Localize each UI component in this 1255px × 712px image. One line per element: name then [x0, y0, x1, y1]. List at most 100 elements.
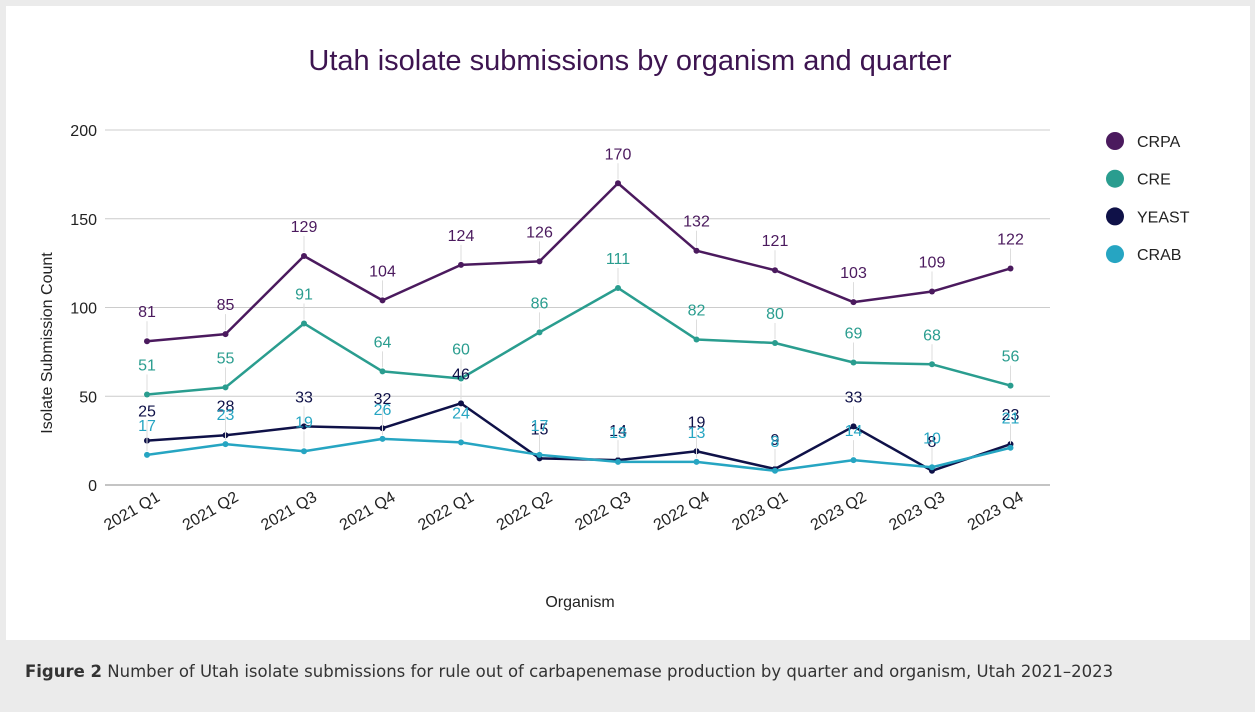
data-point — [693, 247, 700, 254]
data-point — [379, 297, 386, 304]
data-label: 104 — [369, 263, 396, 280]
legend-label: YEAST — [1137, 209, 1190, 226]
x-axis-title: Organism — [545, 594, 614, 611]
data-label: 56 — [1002, 349, 1020, 366]
data-point — [693, 336, 700, 343]
data-point — [458, 261, 464, 268]
y-tick-label: 50 — [79, 389, 97, 406]
data-point — [379, 435, 386, 442]
legend-label: CRE — [1137, 172, 1171, 189]
chart-title: Utah isolate submissions by organism and… — [308, 45, 951, 77]
data-label: 60 — [452, 342, 470, 359]
legend-swatch — [1106, 245, 1124, 264]
data-label: 32 — [374, 391, 392, 408]
data-point — [301, 448, 307, 455]
x-tick-label: 2023 Q4 — [965, 489, 1027, 534]
data-label: 15 — [531, 421, 549, 438]
data-point — [850, 299, 857, 306]
x-tick-label: 2022 Q4 — [651, 489, 713, 534]
legend-label: CRAB — [1137, 247, 1181, 264]
data-label: 132 — [683, 214, 710, 231]
y-tick-label: 0 — [88, 478, 97, 495]
x-tick-label: 2021 Q3 — [258, 489, 320, 534]
caption-text: Number of Utah isolate submissions for r… — [107, 662, 1114, 681]
data-label: 64 — [374, 334, 392, 351]
data-point — [850, 359, 857, 366]
data-label: 13 — [609, 425, 627, 442]
data-label: 55 — [217, 350, 235, 367]
data-point — [144, 391, 150, 398]
data-label: 103 — [840, 265, 867, 282]
data-point — [458, 375, 464, 382]
data-label: 33 — [295, 389, 313, 406]
data-label: 28 — [217, 398, 235, 415]
data-label: 14 — [845, 423, 863, 440]
data-point — [929, 361, 935, 368]
data-label: 23 — [217, 407, 235, 424]
x-tick-label: 2022 Q1 — [415, 489, 477, 534]
data-label: 19 — [295, 414, 313, 431]
legend-swatch — [1106, 169, 1124, 188]
data-point — [301, 320, 307, 327]
data-label: 81 — [138, 304, 156, 321]
series-line — [146, 437, 1011, 473]
data-point — [850, 423, 857, 430]
data-label: 91 — [295, 286, 313, 303]
x-tick-label: 2023 Q1 — [729, 489, 791, 534]
data-label: 82 — [688, 302, 706, 319]
y-tick-label: 100 — [70, 301, 97, 318]
data-point — [222, 331, 229, 338]
chart: Utah isolate submissions by organism and… — [39, 45, 1190, 611]
data-label: 24 — [452, 405, 470, 422]
series-line — [146, 182, 1011, 343]
series-line — [146, 286, 1011, 396]
legend-swatch — [1106, 207, 1124, 226]
legend-label: CRPA — [1137, 134, 1181, 151]
data-point — [772, 467, 778, 474]
data-label: 129 — [291, 219, 318, 236]
data-label: 17 — [531, 418, 549, 435]
data-label: 51 — [138, 357, 156, 374]
y-tick-label: 200 — [70, 123, 97, 140]
data-label: 8 — [771, 434, 780, 451]
data-point — [929, 288, 935, 295]
data-label: 86 — [531, 295, 549, 312]
data-label: 13 — [688, 425, 706, 442]
data-label: 69 — [845, 326, 863, 343]
data-label: 85 — [217, 297, 235, 314]
data-point — [1007, 265, 1014, 272]
x-tick-label: 2022 Q2 — [494, 489, 556, 534]
y-axis-title: Isolate Submission Count — [39, 252, 56, 434]
data-label: 10 — [923, 430, 941, 447]
data-label: 19 — [688, 414, 706, 431]
x-tick-label: 2022 Q3 — [572, 489, 634, 534]
data-point — [615, 284, 621, 291]
data-label: 109 — [919, 255, 946, 272]
data-point — [301, 423, 307, 430]
x-tick-label: 2021 Q1 — [101, 489, 163, 534]
series-line — [146, 402, 1011, 473]
data-label: 121 — [762, 233, 789, 250]
data-point — [144, 338, 150, 345]
data-label: 170 — [605, 146, 632, 163]
data-point — [458, 439, 464, 446]
data-label: 26 — [374, 402, 392, 419]
data-point — [1007, 444, 1014, 451]
data-label: 33 — [845, 389, 863, 406]
y-tick-label: 150 — [70, 212, 97, 229]
data-label: 25 — [138, 404, 156, 421]
data-point — [929, 464, 935, 471]
data-point — [222, 441, 229, 448]
data-point — [222, 384, 229, 391]
chart-panel: Utah isolate submissions by organism and… — [6, 6, 1250, 640]
data-label: 111 — [606, 251, 630, 268]
data-label: 23 — [1002, 407, 1020, 424]
data-point — [379, 368, 386, 375]
data-point — [615, 180, 621, 187]
x-tick-label: 2023 Q3 — [886, 489, 948, 534]
data-label: 17 — [138, 418, 156, 435]
data-label: 21 — [1002, 411, 1020, 428]
data-label: 14 — [609, 423, 627, 440]
data-label: 68 — [923, 327, 941, 344]
